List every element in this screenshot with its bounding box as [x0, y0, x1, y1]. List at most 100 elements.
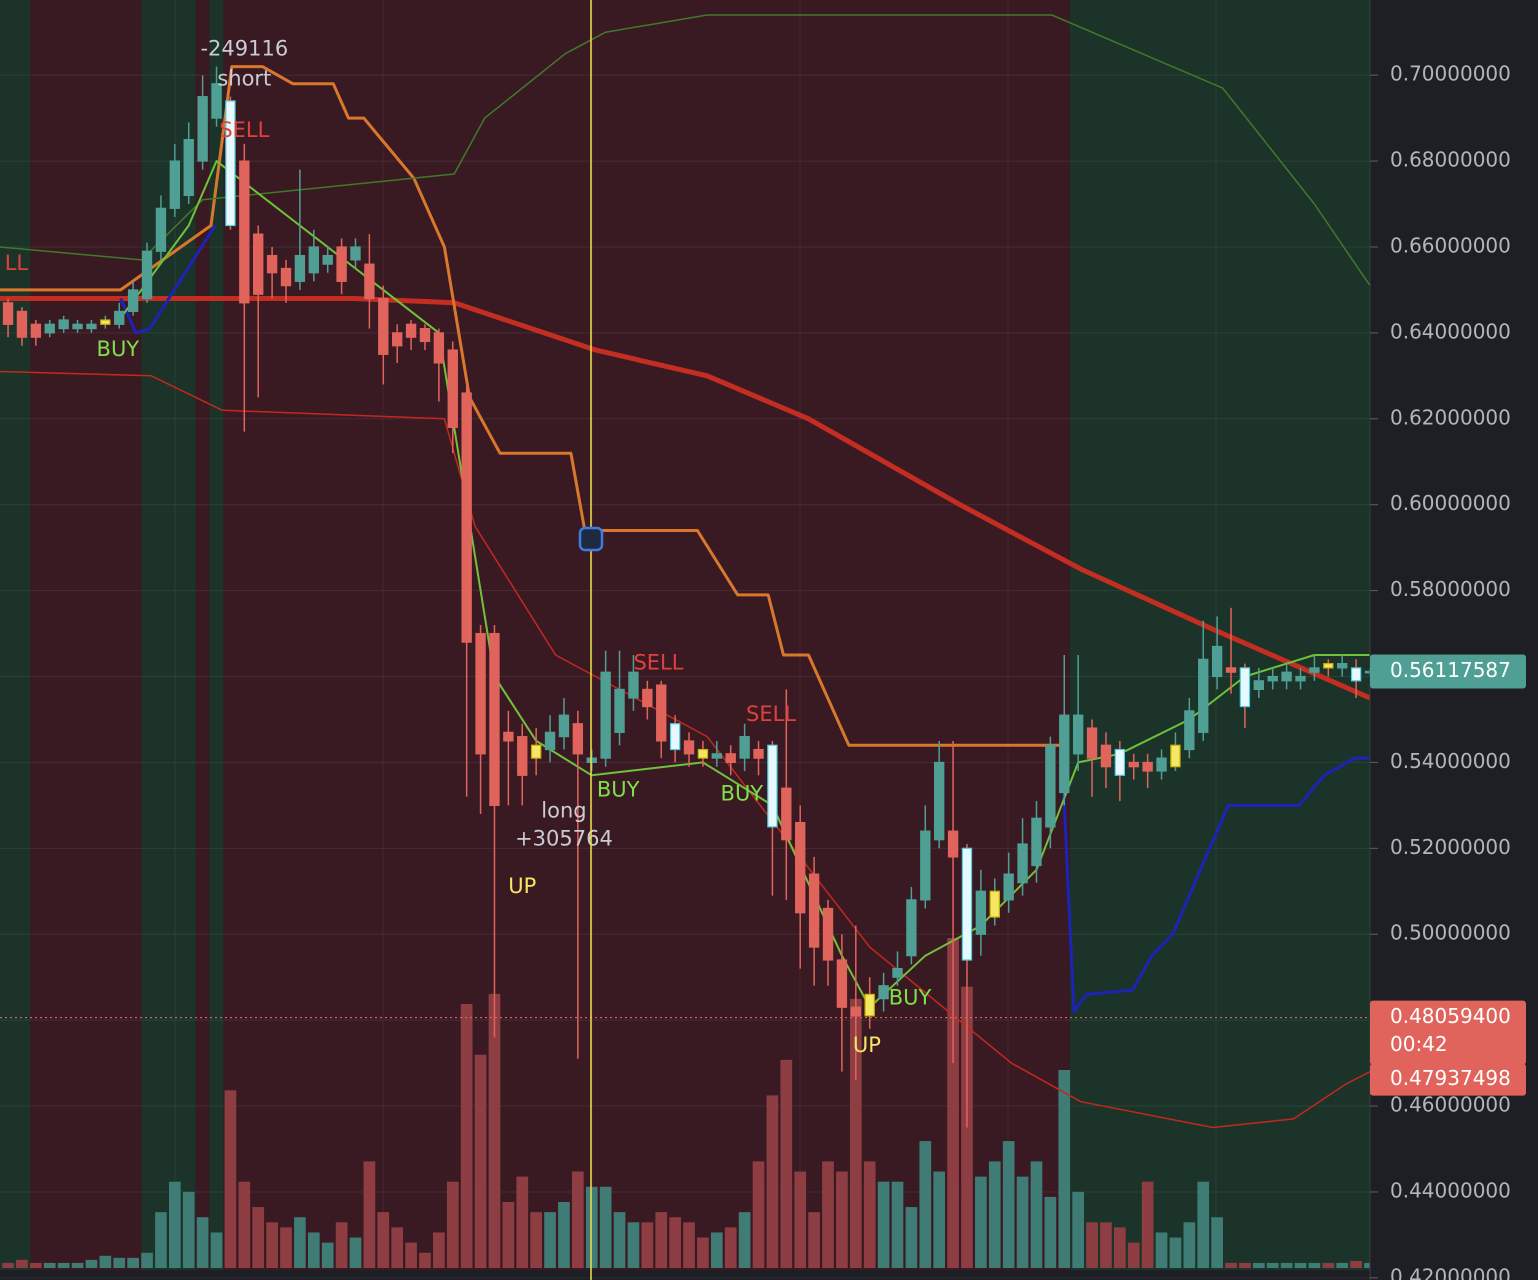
annotation: UP [508, 874, 536, 898]
volume-bar [627, 1222, 640, 1268]
y-tick-label: 0.66000000 [1390, 233, 1511, 257]
volume-bar [1225, 1262, 1237, 1268]
candle-body [920, 830, 931, 901]
volume-bar [669, 1217, 681, 1268]
volume-bar [266, 1222, 278, 1268]
volume-bar [975, 1176, 987, 1268]
candle-body [308, 246, 319, 274]
volume-bar [655, 1212, 668, 1268]
volume-bar [697, 1237, 709, 1268]
candle-body [767, 744, 778, 828]
y-tick-label: 0.46000000 [1390, 1093, 1511, 1117]
candle-body [155, 207, 167, 252]
y-tick-label: 0.42000000 [1390, 1264, 1511, 1280]
volume-bar [460, 1004, 473, 1268]
volume-bar [99, 1255, 112, 1268]
volume-bar [1072, 1191, 1084, 1268]
ask-label: 0.47937498 [1390, 1066, 1511, 1090]
y-tick-label: 0.54000000 [1390, 749, 1511, 773]
candle-body [253, 233, 264, 295]
volume-bar [780, 1059, 793, 1268]
volume-bar [280, 1227, 292, 1268]
candle-body [1239, 667, 1251, 708]
volume-bar [1294, 1262, 1307, 1268]
volume-bar [1141, 1181, 1154, 1268]
candle-body [795, 821, 806, 914]
volume-bar [863, 1161, 876, 1268]
candle-body [725, 753, 736, 764]
annotation: SELL [633, 651, 683, 675]
annotation: SELL [746, 702, 796, 726]
candle-body [461, 392, 472, 643]
candle-body [1309, 667, 1320, 673]
candle-body [266, 254, 278, 274]
candle-body [72, 323, 83, 330]
volume-bar [849, 998, 862, 1268]
volume-bar [933, 1171, 946, 1268]
volume-bar [294, 1217, 306, 1268]
indicator-line [0, 296, 1370, 701]
volume-bar [1266, 1262, 1279, 1268]
volume-bar [530, 1212, 542, 1268]
volume-bar [210, 1232, 223, 1268]
volume-bar [196, 1217, 209, 1268]
candle-body [1059, 714, 1070, 794]
volume-bar [905, 1207, 918, 1268]
annotation: BUY [721, 782, 764, 806]
zone [223, 0, 1070, 1270]
candle-body [211, 83, 222, 119]
candle-body [739, 736, 750, 759]
candle-body [141, 250, 153, 300]
y-tick-label: 0.70000000 [1390, 62, 1511, 86]
candle-body [628, 671, 639, 699]
candle-body [572, 723, 584, 755]
last-price-tag [1370, 654, 1526, 689]
volume-bar [1322, 1262, 1335, 1268]
volume-bar [1002, 1141, 1015, 1268]
volume-bar [822, 1161, 834, 1268]
candle-body [1225, 667, 1237, 673]
volume-bar [391, 1227, 404, 1268]
volume-bar [43, 1262, 56, 1268]
candle-body [1350, 667, 1362, 682]
annotation: +305764 [515, 827, 613, 851]
annotation: LL [5, 251, 29, 275]
candle-body [961, 847, 973, 961]
volume-bar [710, 1232, 723, 1268]
annotation: BUY [97, 337, 140, 361]
candle-body [933, 761, 945, 841]
annotation: BUY [889, 986, 932, 1010]
candle-body [433, 332, 445, 364]
candle-body [1045, 744, 1056, 828]
candle-body [336, 246, 347, 282]
candle-body [1198, 658, 1209, 733]
candle-body [30, 323, 42, 338]
volume-bar [446, 1181, 459, 1268]
volume-bar [1364, 1262, 1370, 1268]
volume-bar [544, 1212, 556, 1268]
candle-body [1086, 727, 1098, 759]
volume-bar [1169, 1237, 1182, 1268]
volume-bar [57, 1262, 70, 1268]
volume-bar [224, 1090, 237, 1268]
volume-bar [1044, 1196, 1057, 1268]
grid [0, 0, 1370, 1279]
candle-body [808, 873, 820, 948]
volume-bar [836, 1171, 848, 1268]
volume-bar [599, 1186, 612, 1268]
cursor-handle[interactable] [578, 526, 604, 552]
candle-body [1253, 680, 1265, 690]
volume-bar [85, 1259, 98, 1268]
candle-body [669, 723, 681, 751]
countdown: 00:42 [1390, 1032, 1448, 1056]
candle-body [489, 632, 500, 806]
candle-body [280, 267, 292, 287]
indicator-line [0, 65, 1062, 747]
volume-bar [641, 1222, 654, 1268]
zones [0, 0, 1370, 1270]
candle-body [239, 160, 250, 304]
volume-bar [168, 1181, 181, 1268]
candle-body [1295, 675, 1306, 682]
volume-bar [419, 1252, 431, 1268]
